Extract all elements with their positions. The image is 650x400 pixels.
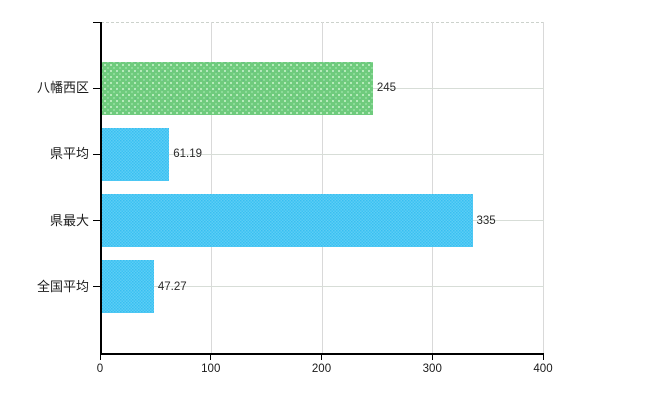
bar[interactable] [101,260,154,314]
horizontal-gridline [101,153,544,155]
vertical-gridline [432,22,434,353]
x-tick-label: 0 [96,363,104,375]
y-axis-tick [93,153,100,155]
category-label: 県最大 [49,212,89,228]
bar-value-label: 245 [376,82,397,95]
bar[interactable] [101,194,473,248]
y-axis-tick [93,220,100,222]
x-axis-tick [542,354,544,360]
bar[interactable] [101,127,170,181]
vertical-gridline [543,22,544,353]
x-tick-label: 200 [311,363,332,375]
x-tick-label: 300 [422,363,442,375]
x-axis-tick [431,354,433,360]
bar[interactable] [101,61,373,115]
bar-value-label: 61.19 [173,148,203,161]
bar-value-label: 47.27 [157,280,187,293]
y-axis-line [100,22,102,353]
x-axis-tick [210,354,212,360]
x-axis-tick [99,354,101,360]
x-tick-label: 400 [533,363,553,375]
category-label: 全国平均 [36,278,89,294]
vertical-gridline [321,22,323,353]
x-axis-tick [321,354,322,360]
x-axis-line [100,353,544,355]
top-boundary-gridline [101,22,544,23]
x-tick-label: 100 [201,363,221,375]
y-axis-tick [93,87,100,89]
category-label: 県平均 [49,146,89,162]
vertical-gridline [210,22,212,353]
y-axis-top-tick [93,22,100,23]
horizontal-gridline [101,286,544,288]
bar-value-label: 335 [476,214,496,227]
y-axis-tick [93,286,100,288]
category-label: 八幡西区 [36,80,89,96]
